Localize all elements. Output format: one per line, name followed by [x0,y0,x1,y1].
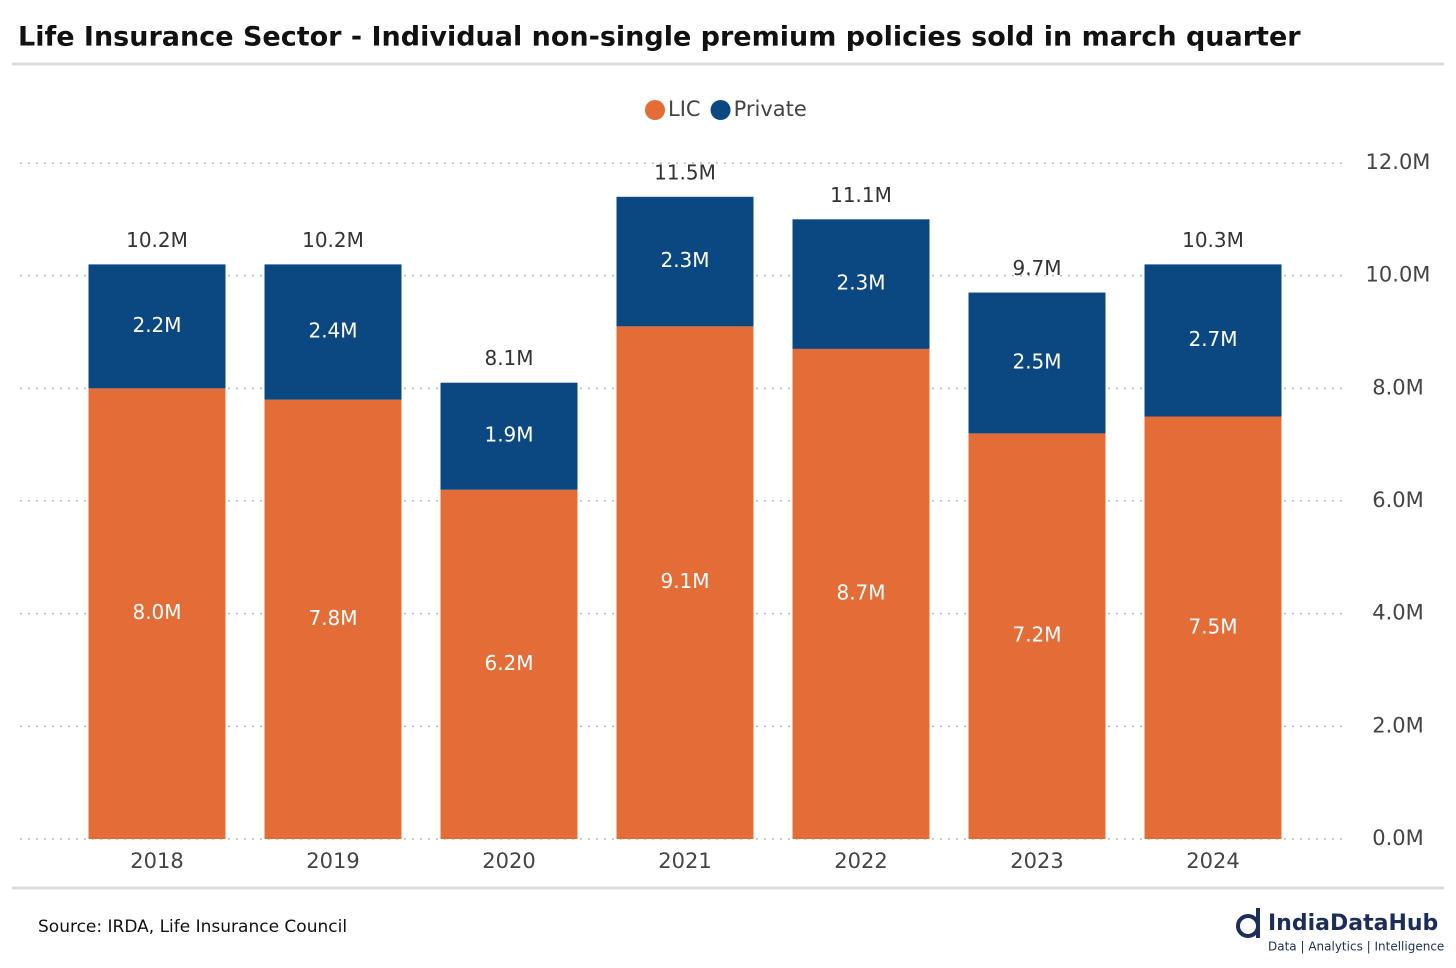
total-label: 10.2M [302,228,364,252]
bar-segment [1144,264,1282,417]
bar-segment [88,264,226,389]
y-tick-label: 12.0M [1366,150,1431,174]
brand-name: IndiaDataHub [1268,911,1438,936]
y-tick-label: 6.0M [1372,488,1424,512]
value-label: 2.3M [836,271,885,295]
value-label: 7.2M [1012,623,1061,647]
y-tick-label: 2.0M [1372,713,1424,737]
value-label: 2.3M [660,248,709,272]
x-tick-label: 2021 [658,849,711,873]
x-tick-label: 2019 [306,849,359,873]
x-tick-label: 2022 [834,849,887,873]
y-tick-label: 10.0M [1366,263,1431,287]
brand-logo: IndiaDataHub Data | Analytics | Intellig… [1236,908,1444,954]
legend-swatch [645,100,665,120]
total-label: 9.7M [1012,256,1061,280]
chart-title: Life Insurance Sector - Individual non-s… [18,22,1301,53]
value-label: 1.9M [484,423,533,447]
bar-segment [440,382,578,490]
bar-segment [616,326,754,839]
source: Source: IRDA, Life Insurance Council [38,917,347,937]
total-label: 10.2M [126,228,188,252]
value-label: 2.2M [132,313,181,337]
y-tick-label: 0.0M [1372,826,1424,850]
bar-segment [968,292,1106,434]
legend-label: LIC [668,97,701,121]
bar-segment [968,433,1106,839]
value-label: 2.5M [1012,349,1061,373]
brand-tagline: Data | Analytics | Intelligence [1268,940,1444,954]
value-label: 2.7M [1188,327,1237,351]
legend-swatch [710,100,731,120]
logo-icon [1236,914,1260,938]
value-label: 8.7M [836,580,885,604]
x-tick-label: 2020 [482,849,535,873]
value-label: 7.5M [1188,614,1237,638]
value-label: 6.2M [484,651,533,675]
value-label: 2.4M [308,319,357,343]
total-label: 10.3M [1182,228,1244,252]
y-tick-label: 4.0M [1372,601,1424,625]
total-label: 11.1M [830,183,892,207]
bar-segment [616,196,754,327]
bar-segment [1144,416,1282,839]
value-label: 7.8M [308,606,357,630]
x-tick-label: 2024 [1186,849,1239,873]
value-label: 9.1M [660,569,709,593]
x-tick-label: 2023 [1010,849,1063,873]
value-label: 8.0M [132,600,181,624]
bar-segment [264,399,402,839]
bar-segment [792,348,930,839]
total-label: 8.1M [484,346,533,370]
x-tick-label: 2018 [130,849,183,873]
total-label: 11.5M [654,160,716,184]
bar-segment [440,489,578,839]
y-tick-label: 8.0M [1372,375,1424,399]
legend-label: Private [734,97,807,121]
bar-segment [792,219,930,349]
bar-segment [88,388,226,839]
bar-segment [264,264,402,400]
